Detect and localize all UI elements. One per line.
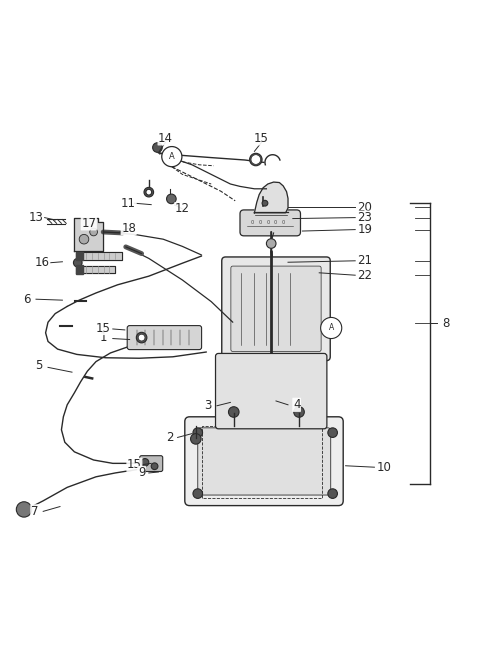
Polygon shape xyxy=(74,218,103,251)
Text: 0: 0 xyxy=(259,220,262,226)
FancyBboxPatch shape xyxy=(216,354,327,429)
Text: 18: 18 xyxy=(121,222,136,235)
FancyBboxPatch shape xyxy=(198,428,331,495)
Circle shape xyxy=(228,407,239,417)
Circle shape xyxy=(328,489,337,499)
Circle shape xyxy=(90,228,97,236)
Text: 22: 22 xyxy=(357,269,372,281)
Circle shape xyxy=(251,155,261,164)
Polygon shape xyxy=(76,265,83,274)
Text: A: A xyxy=(329,323,334,333)
Text: 14: 14 xyxy=(158,132,173,145)
Circle shape xyxy=(294,407,304,417)
FancyBboxPatch shape xyxy=(140,456,163,472)
Circle shape xyxy=(141,459,149,466)
Text: 15: 15 xyxy=(254,132,269,145)
Circle shape xyxy=(191,434,201,444)
Text: 15: 15 xyxy=(96,321,110,335)
Text: 17: 17 xyxy=(81,217,96,230)
Text: 20: 20 xyxy=(358,201,372,214)
Circle shape xyxy=(193,489,203,499)
Circle shape xyxy=(144,188,154,197)
Text: 5: 5 xyxy=(35,359,42,372)
Circle shape xyxy=(146,190,152,195)
Text: 0: 0 xyxy=(282,220,285,226)
FancyBboxPatch shape xyxy=(185,417,343,506)
Text: 10: 10 xyxy=(377,461,391,474)
Polygon shape xyxy=(254,182,288,213)
Text: 13: 13 xyxy=(29,211,43,224)
Text: 0: 0 xyxy=(251,220,254,226)
Text: 23: 23 xyxy=(358,211,372,224)
Text: 0: 0 xyxy=(266,220,269,226)
Text: A: A xyxy=(169,152,175,161)
Circle shape xyxy=(151,463,158,470)
Text: 1: 1 xyxy=(99,331,107,344)
Circle shape xyxy=(167,194,176,203)
Circle shape xyxy=(73,258,82,267)
Text: 12: 12 xyxy=(175,203,190,215)
Polygon shape xyxy=(76,266,115,274)
Circle shape xyxy=(162,146,182,167)
Circle shape xyxy=(79,234,89,244)
Circle shape xyxy=(328,428,337,438)
Circle shape xyxy=(136,333,147,343)
Text: 11: 11 xyxy=(121,197,136,210)
Circle shape xyxy=(193,428,203,438)
FancyBboxPatch shape xyxy=(127,325,202,350)
Circle shape xyxy=(153,143,162,152)
Text: 16: 16 xyxy=(35,256,50,269)
FancyBboxPatch shape xyxy=(231,266,321,352)
Text: 3: 3 xyxy=(204,400,211,412)
Text: 8: 8 xyxy=(443,317,450,330)
Text: 9: 9 xyxy=(138,466,145,480)
Circle shape xyxy=(138,335,145,341)
Text: 15: 15 xyxy=(127,459,142,471)
Circle shape xyxy=(266,239,276,249)
Text: 21: 21 xyxy=(357,255,372,267)
Text: 4: 4 xyxy=(293,398,300,411)
Text: 2: 2 xyxy=(166,431,173,444)
Circle shape xyxy=(262,200,268,206)
Text: 0: 0 xyxy=(274,220,277,226)
FancyBboxPatch shape xyxy=(222,257,330,361)
Circle shape xyxy=(321,318,342,338)
FancyBboxPatch shape xyxy=(240,210,300,236)
Text: 6: 6 xyxy=(23,293,30,306)
Circle shape xyxy=(16,502,32,517)
Polygon shape xyxy=(76,252,122,260)
Text: 19: 19 xyxy=(357,223,372,236)
Text: 7: 7 xyxy=(31,505,38,518)
Circle shape xyxy=(250,154,262,166)
Polygon shape xyxy=(76,252,83,260)
